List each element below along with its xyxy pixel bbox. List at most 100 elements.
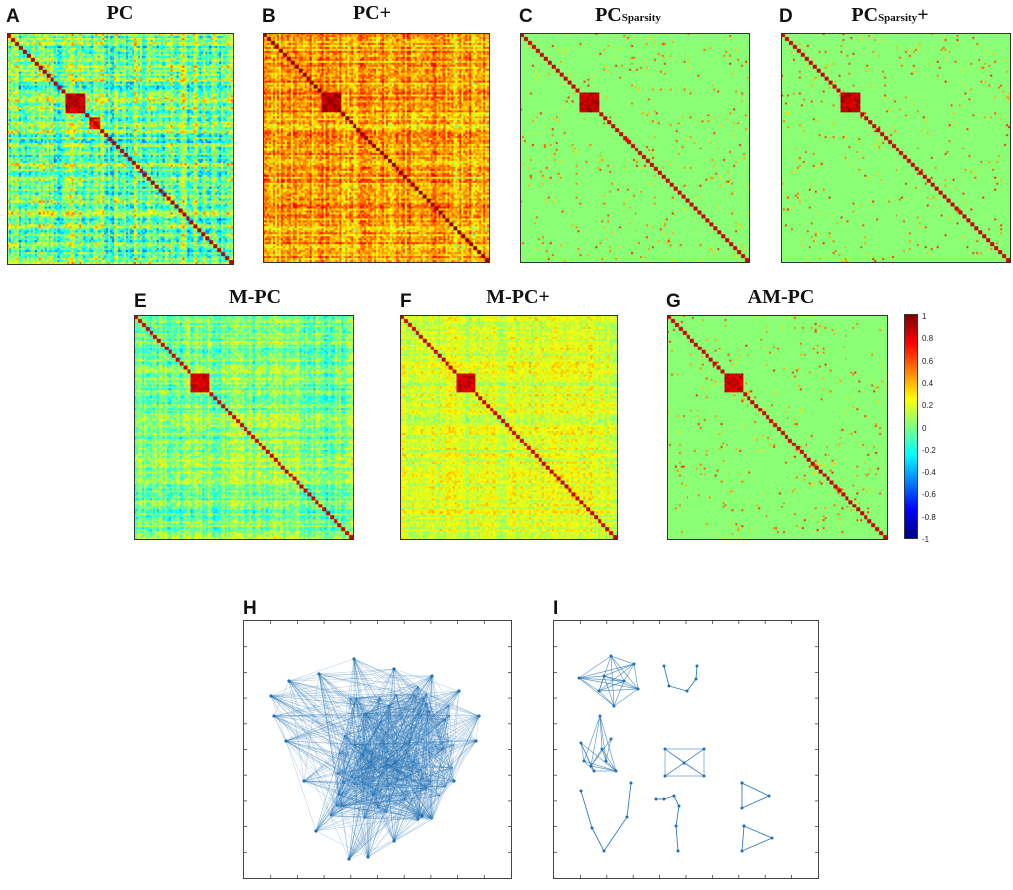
graph-edge <box>318 673 363 745</box>
graph-edge <box>395 693 410 743</box>
graph-edge <box>372 763 395 796</box>
graph-edge <box>361 782 446 787</box>
graph-edge <box>366 713 398 780</box>
graph-edge <box>344 735 352 778</box>
graph-edge <box>378 808 387 813</box>
graph-edge <box>355 697 450 706</box>
graph-edge <box>395 693 455 746</box>
graph-edge <box>421 719 446 771</box>
graph-edge <box>363 705 390 715</box>
graph-edge <box>315 695 416 832</box>
graph-edge <box>380 698 424 723</box>
graph-edge <box>303 762 396 782</box>
graph-edge <box>367 754 373 858</box>
graph-edge <box>336 697 380 775</box>
graph-edge <box>429 711 477 742</box>
graph-node <box>677 804 681 808</box>
graph-edge <box>379 675 433 698</box>
graph-edge <box>361 719 446 755</box>
graph-edge <box>344 735 398 780</box>
graph-edge <box>285 740 387 766</box>
graph-edge <box>395 693 419 821</box>
graph-edge <box>397 779 423 817</box>
graph-edge <box>340 806 350 860</box>
graph-edge <box>288 680 381 723</box>
graph-edge <box>338 779 398 796</box>
graph-edge <box>380 722 387 813</box>
graph-edge <box>410 744 454 776</box>
graph-edge <box>429 711 455 746</box>
graph-edge <box>395 762 453 769</box>
graph-node <box>702 747 706 751</box>
graph-edge <box>361 713 367 783</box>
graph-edge <box>409 742 454 746</box>
graph-edge <box>388 705 396 763</box>
colorbar-tick-label: -1 <box>922 535 930 544</box>
graph-node <box>682 761 686 765</box>
graph-edge <box>369 761 431 783</box>
graph-edge <box>389 705 449 742</box>
graph-edge <box>336 742 410 775</box>
graph-edge <box>368 686 419 768</box>
graph-edge <box>338 705 390 796</box>
graph-edge <box>338 794 423 817</box>
graph-edge <box>355 697 367 714</box>
graph-edge <box>377 760 387 809</box>
graph-edge <box>361 782 395 842</box>
graph-edge <box>353 658 380 698</box>
graph-edge <box>372 690 460 796</box>
graph-edge <box>397 686 419 780</box>
graph-edge <box>429 711 455 782</box>
graph-edge <box>336 773 431 783</box>
graph-edge <box>342 698 357 783</box>
graph-edge <box>285 693 397 742</box>
graph-edge <box>273 715 423 817</box>
graph-edge <box>369 760 387 763</box>
graph-edge <box>426 693 480 717</box>
graph-edge <box>336 713 367 775</box>
graph-edge <box>741 782 770 797</box>
graph-edge <box>270 695 415 762</box>
graph-edge <box>353 658 428 704</box>
graph-edge <box>361 782 373 796</box>
graph-edge <box>330 795 441 817</box>
graph-edge <box>366 713 410 743</box>
graph-edge <box>394 763 453 769</box>
graph-edge <box>425 703 428 788</box>
graph-edge <box>421 770 432 818</box>
graph-edge <box>367 668 395 858</box>
graph-edge <box>372 715 480 796</box>
graph-edge <box>397 779 441 796</box>
graph-edge <box>315 686 419 832</box>
graph-edge <box>350 693 397 778</box>
graph-edge <box>270 695 362 755</box>
graph-edge <box>372 760 387 796</box>
graph-edge <box>393 780 455 842</box>
graph-edge <box>354 765 387 785</box>
graph-edge <box>418 686 433 820</box>
graph-i <box>553 620 819 879</box>
graph-edge <box>741 795 770 809</box>
graph-edge <box>340 658 355 807</box>
graph-edge <box>388 705 406 801</box>
graph-edge <box>330 779 398 817</box>
graph-edge <box>386 765 411 776</box>
colorbar-tick-label: -0.4 <box>922 468 936 478</box>
graph-node <box>740 849 744 853</box>
graph-edge <box>368 767 379 809</box>
graph-edge <box>448 740 453 768</box>
graph-edge <box>285 740 398 780</box>
graph-edge <box>741 825 745 852</box>
graph-edge <box>372 788 427 796</box>
graph-edge <box>361 693 397 783</box>
graph-edge <box>273 715 379 809</box>
graph-node <box>663 774 667 778</box>
graph-edge <box>288 680 363 745</box>
graph-edge <box>336 735 345 774</box>
graph-edge <box>288 680 398 780</box>
graph-edge <box>385 705 390 761</box>
graph-edge <box>364 799 406 819</box>
graph-edge <box>303 722 381 782</box>
graph-edge <box>344 704 450 736</box>
graph-edge <box>380 722 410 743</box>
